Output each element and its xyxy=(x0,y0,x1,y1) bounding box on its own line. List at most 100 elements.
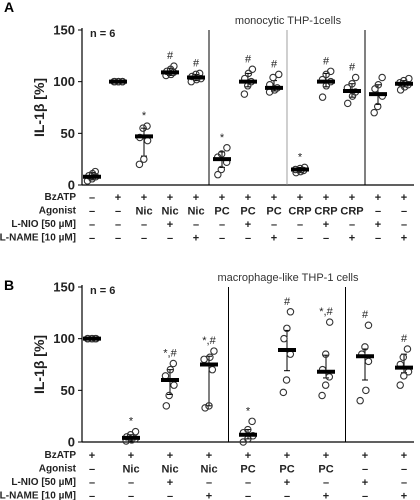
panel-b-data-point xyxy=(162,402,171,410)
panel-a-row-value: + xyxy=(219,192,225,204)
panel-a-row-value: – xyxy=(89,206,95,218)
panel-b-row-value: – xyxy=(284,491,290,500)
panel-a-row-value: + xyxy=(115,192,121,204)
panel-b-row-label: L-NAME [10 µM] xyxy=(0,491,76,500)
panel-b-data-point xyxy=(279,388,288,397)
panel-b-y-tick-label: 150 xyxy=(53,280,75,295)
panel-a-data-point xyxy=(140,155,148,163)
panel-b-significance-mark: * xyxy=(129,416,134,428)
panel-a-row-value: + xyxy=(323,192,329,204)
panel-b-y-tick-label: 50 xyxy=(61,383,75,398)
panel-b-data-point xyxy=(325,318,334,326)
panel-b-row-value: PC xyxy=(279,464,294,476)
panel-a-row-value: – xyxy=(219,219,225,231)
panel-b-y-axis-label: IL-1β [%] xyxy=(31,335,47,394)
panel-b-row-value: – xyxy=(401,464,407,476)
panel-b-y-tick-label: 100 xyxy=(53,331,75,346)
panel-a-row-value: + xyxy=(245,219,251,231)
panel-a-significance-mark: # xyxy=(245,53,252,65)
panel-a-row-value: – xyxy=(323,233,329,245)
panel-a-row-value: – xyxy=(245,233,251,245)
panel-b-data-point xyxy=(169,359,178,368)
panel-a-data-point xyxy=(274,70,283,79)
panel-b-row-value: – xyxy=(206,477,212,489)
panel-a-data-point xyxy=(139,124,147,132)
panel-a-row-value: Nic xyxy=(161,206,178,218)
panel-a-significance-mark: # xyxy=(349,62,356,74)
panel-a-row-value: – xyxy=(401,219,407,231)
panel-a-row-value: Nic xyxy=(187,206,204,218)
panel-a-data-point xyxy=(143,122,151,130)
panel-a-row-value: PC xyxy=(240,206,255,218)
panel-a-data-point xyxy=(343,99,352,108)
panel-a-data-point xyxy=(374,81,383,89)
panel-a-data-point xyxy=(269,73,277,82)
panel-b-row-value: – xyxy=(362,464,368,476)
panel-a-row-value: – xyxy=(219,233,225,245)
panel-a-data-point xyxy=(378,73,386,82)
panel-b-row-label: Agonist xyxy=(39,464,77,475)
panel-b-data-point xyxy=(166,365,175,374)
panel-b-row-value: + xyxy=(284,450,290,462)
panel-b-data-point xyxy=(131,427,140,436)
panel-b-data-point xyxy=(321,350,330,358)
panel-b-row-value: + xyxy=(401,491,407,500)
panel-b-row-value: + xyxy=(245,450,251,462)
panel-a-data-point xyxy=(351,73,360,82)
panel-a-row-value: PC xyxy=(266,206,281,218)
panel-a-data-point xyxy=(170,62,178,70)
panel-b-row-value: + xyxy=(284,477,290,489)
panel-b-row-value: – xyxy=(245,491,251,500)
panel-b-row-value: – xyxy=(401,477,407,489)
panel-a-data-point xyxy=(248,65,257,74)
panel-a-significance-mark: # xyxy=(167,50,174,62)
panel-b-row-value: – xyxy=(323,477,329,489)
panel-a-row-value: – xyxy=(141,233,147,245)
panel-b-significance-mark: *,# xyxy=(319,306,333,318)
panel-b-row-value: – xyxy=(89,491,95,500)
panel-a-y-tick-label: 150 xyxy=(53,23,75,38)
panel-a-row-value: – xyxy=(89,233,95,245)
panel-a-row-value: – xyxy=(141,219,147,231)
panel-a-row-value: CRP xyxy=(340,206,363,218)
panel-a-y-tick-label: 50 xyxy=(61,126,75,141)
panel-b-row-value: PC xyxy=(240,464,255,476)
panel-a-significance-mark: * xyxy=(142,110,147,122)
panel-a-row-value: + xyxy=(375,192,381,204)
panel-a-row-value: – xyxy=(89,192,95,204)
panel-a-row-value: + xyxy=(323,219,329,231)
panel-b-data-point xyxy=(403,345,412,353)
panel-a-row-value: + xyxy=(401,192,407,204)
panel-a-row-label: L-NAME [10 µM] xyxy=(0,233,76,244)
panel-b-data-point xyxy=(400,372,408,380)
panel-a-significance-mark: * xyxy=(220,132,225,144)
panel-a-row-value: + xyxy=(167,192,173,204)
panel-a-data-point xyxy=(240,90,249,98)
panel-b-row-value: + xyxy=(401,450,407,462)
panel-a-row-value: + xyxy=(401,233,407,245)
panel-b-row-value: – xyxy=(89,464,95,476)
panel-b-data-point xyxy=(208,365,217,374)
panel-b-data-point xyxy=(396,381,404,389)
panel-a-row-value: Nic xyxy=(135,206,152,218)
panel-a-data-point xyxy=(348,79,356,88)
panel-a-data-point xyxy=(135,160,144,169)
panel-b-row-value: – xyxy=(167,491,173,500)
panel-b-data-point xyxy=(283,324,291,333)
panel-a-significance-mark: * xyxy=(298,151,303,163)
panel-b-data-point xyxy=(364,321,373,329)
panel-a-row-value: – xyxy=(193,219,199,231)
panel-b-data-point xyxy=(325,373,334,381)
panel-b-data-point xyxy=(170,381,178,389)
panel-a-data-point xyxy=(326,67,335,76)
panel-a-significance-mark: # xyxy=(193,57,200,69)
panel-b-row-value: + xyxy=(323,450,329,462)
panel-b-row-value: PC xyxy=(318,464,333,476)
panel-b-row-value: – xyxy=(89,477,95,489)
panel-b-significance-mark: * xyxy=(246,405,251,417)
panel-a-data-point xyxy=(373,102,382,111)
panel-a-row-value: – xyxy=(271,219,277,231)
panel-a-row-value: – xyxy=(349,219,355,231)
panel-b-row-value: + xyxy=(89,450,95,462)
